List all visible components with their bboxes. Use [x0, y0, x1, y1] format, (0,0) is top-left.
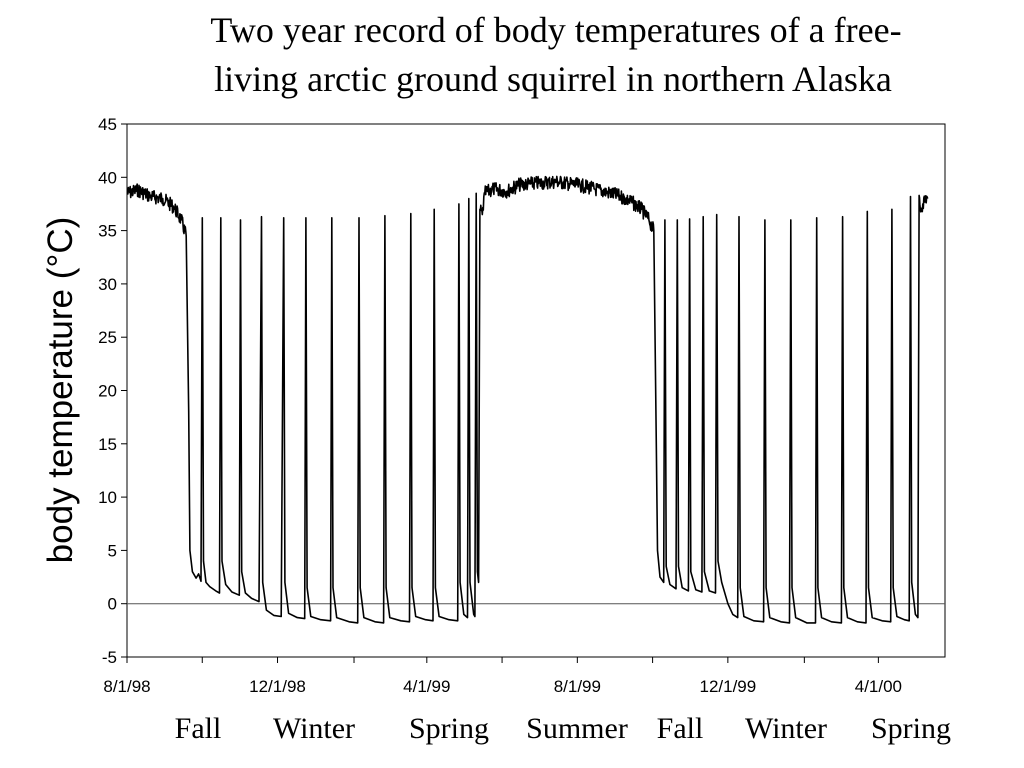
y-tick-label: 20	[98, 382, 117, 401]
x-tick-label: 12/1/98	[249, 677, 306, 696]
season-label: Winter	[745, 712, 827, 745]
y-tick-label: 40	[98, 168, 117, 187]
y-axis-label: body temperature (°C)	[41, 217, 80, 564]
season-label: Spring	[871, 712, 951, 745]
x-tick-label: 12/1/99	[699, 677, 756, 696]
y-tick-label: 5	[108, 541, 117, 560]
y-tick-label: 45	[98, 115, 117, 134]
chart-title-line-1: Two year record of body temperatures of …	[210, 10, 901, 50]
season-label: Spring	[409, 712, 489, 745]
season-label: Fall	[657, 712, 704, 745]
y-tick-label: 0	[108, 595, 117, 614]
season-label: Fall	[175, 712, 222, 745]
y-tick-label: 30	[98, 275, 117, 294]
x-tick-label: 8/1/99	[554, 677, 601, 696]
y-tick-label: -5	[102, 648, 117, 667]
plot-area-frame	[126, 123, 946, 658]
chart-layer: -5 0 5 10 15 20 25 30 35 40 45 8/1/98 12/1/98 4/1/99 8…	[98, 115, 951, 745]
y-tick-label: 15	[98, 435, 117, 454]
x-tick-label: 4/1/99	[403, 677, 450, 696]
y-tick-label: 35	[98, 222, 117, 241]
chart-title-line-2: living arctic ground squirrel in norther…	[214, 59, 892, 99]
temperature-series-line	[126, 175, 929, 624]
x-tick-label: 8/1/98	[103, 677, 150, 696]
season-label: Winter	[273, 712, 355, 745]
season-label: Summer	[526, 712, 628, 745]
x-tick-label: 4/1/00	[855, 677, 902, 696]
y-tick-label: 10	[98, 488, 117, 507]
y-tick-label: 25	[98, 328, 117, 347]
